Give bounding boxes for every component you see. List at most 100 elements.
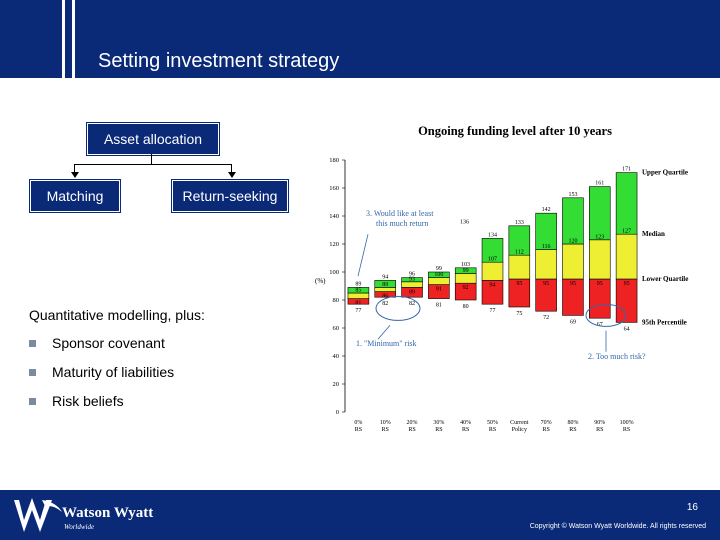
- bar-segment-upper: [428, 271, 450, 278]
- subtitle: Quantitative modelling, plus:: [29, 307, 205, 323]
- value-label-lower: 92: [463, 285, 469, 291]
- x-tick-label: RS: [355, 427, 362, 433]
- bullet-item: Risk beliefs: [29, 393, 124, 409]
- y-tick-label: 0: [336, 409, 339, 416]
- footer-bar: [0, 490, 720, 540]
- value-label-lower: 95: [570, 281, 576, 287]
- y-tick-label: 80: [333, 297, 340, 304]
- annotation-minimum-risk: 1. "Minimum" risk: [356, 339, 417, 348]
- x-tick-label: RS: [542, 427, 549, 433]
- value-label-median: 100: [434, 272, 443, 278]
- logo-text: Watson Wyatt: [62, 505, 154, 521]
- x-tick-label: 50%: [487, 420, 498, 426]
- bar-segment-middle: [428, 277, 450, 285]
- bar-segment-middle: [508, 254, 531, 280]
- value-label-p5: 64: [624, 326, 630, 332]
- value-label-p5: 75: [516, 311, 522, 317]
- value-label-p5: 67: [597, 322, 603, 328]
- bar-segment-middle: [615, 233, 638, 280]
- value-label-p5: 80: [463, 304, 469, 310]
- asset-allocation-box: Asset allocation: [87, 123, 219, 155]
- value-label-p5: 69: [570, 319, 576, 325]
- value-label-p5: 82: [382, 301, 388, 307]
- value-label-p5: 82: [409, 301, 415, 307]
- annotation-too-much-risk: 2. Too much risk?: [588, 352, 646, 361]
- x-tick-label: RS: [435, 427, 442, 433]
- value-label-upper: 133: [515, 220, 524, 226]
- value-label-upper: 161: [595, 181, 604, 187]
- bar-segment-upper: [374, 280, 396, 288]
- y-tick-label: 160: [329, 185, 339, 192]
- value-label-upper: 171: [622, 167, 631, 173]
- annotation-ellipse-too-much: [585, 303, 627, 327]
- bar-segment-upper: [347, 287, 370, 294]
- bar-segment-middle: [589, 239, 611, 280]
- value-label-lower: 95: [516, 281, 522, 287]
- x-tick-label: 70%: [541, 420, 552, 426]
- value-label-upper: 153: [568, 192, 577, 198]
- legend-95th-percentile: 95th Percentile: [642, 318, 687, 326]
- y-tick-label: 120: [329, 241, 339, 248]
- value-label-upper: 103: [461, 262, 470, 268]
- bar-segment-middle: [535, 249, 557, 280]
- x-tick-label: 90%: [594, 420, 605, 426]
- annotation-this-much-return: this much return: [376, 219, 428, 228]
- x-tick-label: Current: [510, 420, 529, 426]
- bar-segment-upper: [508, 225, 531, 256]
- x-tick-label: RS: [596, 427, 603, 433]
- funding-level-chart: Ongoing funding level after 10 years 0 20 4…: [300, 115, 720, 445]
- bar-segment-middle: [454, 273, 477, 284]
- value-label-lower: 95: [597, 281, 603, 287]
- value-label-upper: 99: [436, 266, 442, 272]
- bullet-text: Sponsor covenant: [52, 335, 165, 351]
- value-label-lower: 86: [382, 294, 388, 300]
- bullet-icon: [29, 340, 36, 347]
- stripe: [72, 0, 75, 78]
- legend-median: Median: [642, 230, 665, 238]
- value-label-median: 127: [622, 229, 631, 235]
- arrow-down-icon: [228, 172, 236, 178]
- bullet-item: Maturity of liabilities: [29, 364, 174, 380]
- value-label-p5: 77: [355, 308, 361, 314]
- x-tick-label: RS: [462, 427, 469, 433]
- bar-segment-upper: [615, 172, 638, 235]
- arrow-down-icon: [71, 172, 79, 178]
- value-label-p5: 72: [543, 315, 549, 321]
- value-label-median: 89: [382, 282, 388, 288]
- annotation-ellipse-minimum: [375, 295, 421, 321]
- x-tick-label: 30%: [433, 420, 444, 426]
- tree-connector: [231, 164, 232, 172]
- page-number: 16: [686, 502, 698, 513]
- x-tick-label: 80%: [567, 420, 578, 426]
- value-label-upper: 134: [488, 232, 497, 238]
- bar-segment-middle: [481, 261, 504, 281]
- return-seeking-box: Return-seeking: [172, 180, 288, 212]
- x-tick-label: RS: [569, 427, 576, 433]
- bullet-icon: [29, 398, 36, 405]
- bullet-text: Maturity of liabilities: [52, 364, 175, 380]
- stripe: [62, 0, 65, 78]
- x-tick-label: Policy: [512, 427, 527, 433]
- legend-lower-quartile: Lower Quartile: [642, 275, 688, 283]
- y-tick-label: 180: [329, 157, 339, 164]
- x-tick-label: 20%: [407, 420, 418, 426]
- bullet-icon: [29, 369, 36, 376]
- x-tick-label: 40%: [460, 420, 471, 426]
- value-label-median: 99: [463, 268, 469, 274]
- value-label-median: 107: [488, 257, 497, 263]
- tree-connector: [74, 164, 232, 165]
- value-label-median: 112: [515, 250, 524, 256]
- x-tick-label: RS: [623, 427, 630, 433]
- bar-segment-middle: [401, 281, 423, 288]
- watson-wyatt-logo-icon: [14, 498, 62, 532]
- chart-title: Ongoing funding level after 10 years: [418, 124, 612, 138]
- title-stripes: [62, 0, 76, 78]
- value-label-extra: 136: [460, 220, 469, 226]
- value-label-upper: 142: [542, 207, 551, 213]
- value-label-median: 85: [355, 288, 361, 294]
- matching-box: Matching: [30, 180, 120, 212]
- value-label-upper: 94: [382, 274, 388, 280]
- bar-segment-upper: [401, 277, 423, 283]
- value-label-lower: 95: [543, 281, 549, 287]
- x-tick-label: 0%: [354, 420, 362, 426]
